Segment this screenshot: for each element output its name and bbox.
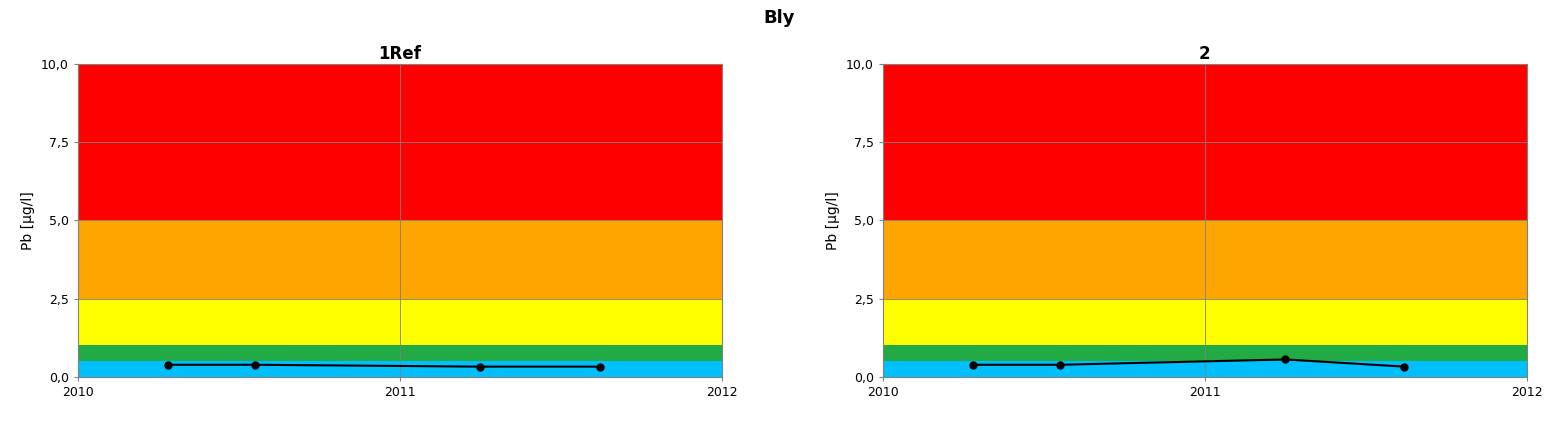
Bar [78, 361, 721, 377]
Bar [883, 64, 1527, 220]
Y-axis label: Pb [µg/l]: Pb [µg/l] [22, 191, 36, 250]
Bar [78, 299, 721, 345]
Bar [78, 64, 721, 220]
Bar [883, 299, 1527, 345]
Bar [78, 345, 721, 361]
Bar [883, 220, 1527, 299]
Title: 1Ref: 1Ref [379, 45, 421, 62]
Text: Bly: Bly [763, 9, 795, 27]
Bar [78, 220, 721, 299]
Bar [883, 361, 1527, 377]
Y-axis label: Pb [µg/l]: Pb [µg/l] [826, 191, 840, 250]
Bar [883, 345, 1527, 361]
Title: 2: 2 [1200, 45, 1211, 62]
